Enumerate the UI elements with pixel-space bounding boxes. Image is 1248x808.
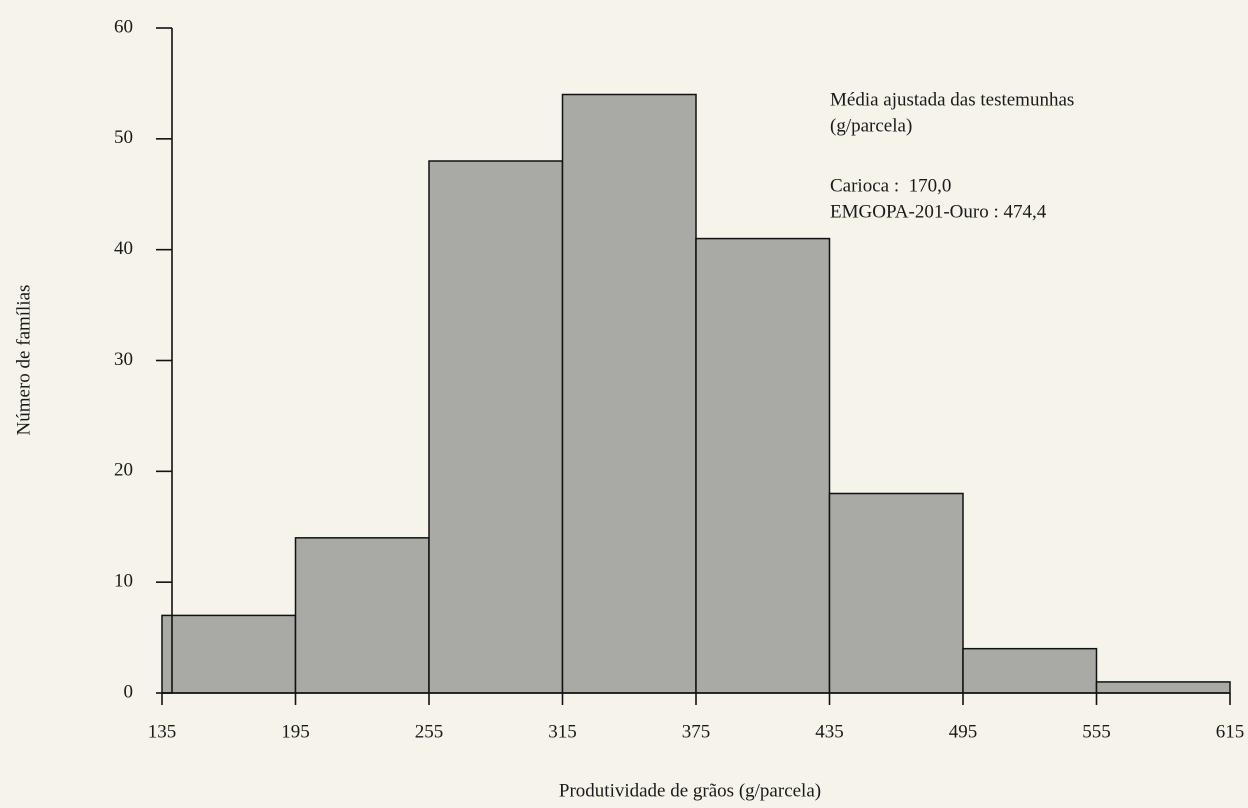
x-tick-label: 615 xyxy=(1216,721,1245,742)
x-tick-label: 195 xyxy=(281,721,310,742)
bar xyxy=(1095,681,1231,694)
annotation: Carioca : 170,0 xyxy=(830,175,951,196)
annotation: Média ajustada das testemunhas xyxy=(830,89,1074,110)
x-tick-label: 435 xyxy=(815,721,844,742)
bar xyxy=(161,614,297,694)
x-tick-label: 255 xyxy=(415,721,444,742)
x-tick-label: 495 xyxy=(949,721,978,742)
y-tick-label: 10 xyxy=(114,571,133,592)
y-tick-label: 0 xyxy=(124,681,134,702)
x-tick-label: 315 xyxy=(548,721,577,742)
y-tick-label: 50 xyxy=(114,127,133,148)
annotation: EMGOPA-201-Ouro : 474,4 xyxy=(830,201,1047,222)
y-tick-label: 20 xyxy=(114,460,133,481)
x-tick-label: 375 xyxy=(682,721,711,742)
bar xyxy=(561,93,697,694)
y-tick-label: 60 xyxy=(114,16,133,37)
bar xyxy=(962,647,1098,694)
bar xyxy=(828,492,964,694)
x-tick-label: 555 xyxy=(1082,721,1111,742)
y-tick-label: 40 xyxy=(114,238,133,259)
y-tick-label: 30 xyxy=(114,349,133,370)
x-tick-label: 135 xyxy=(148,721,177,742)
annotation: (g/parcela) xyxy=(830,115,912,136)
y-axis-label: Número de famílias xyxy=(13,285,34,436)
x-axis-label: Produtividade de grãos (g/parcela) xyxy=(559,780,821,801)
bar xyxy=(294,537,430,694)
bar xyxy=(428,160,564,694)
bar xyxy=(695,237,831,694)
